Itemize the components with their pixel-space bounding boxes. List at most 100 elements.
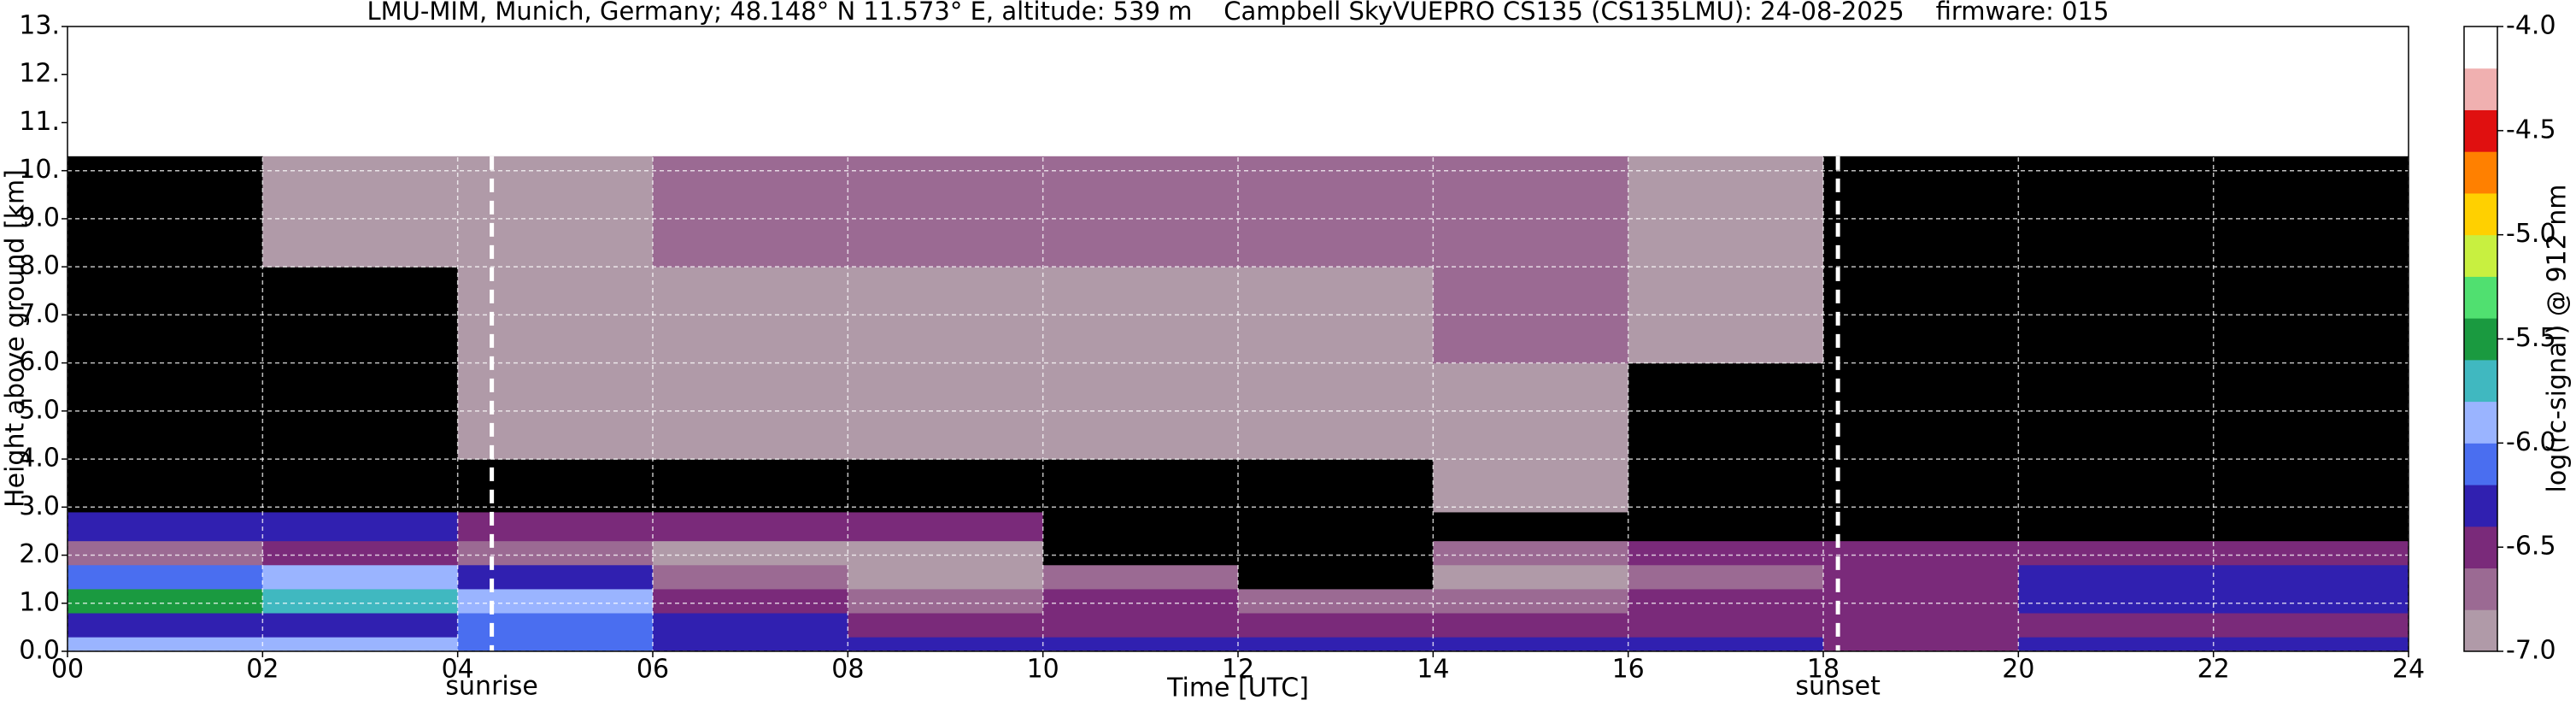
heatmap-cell [653, 459, 848, 513]
y-axis-label: Height above ground [km] [1, 169, 31, 508]
y-tick-label: 9.0 [19, 203, 60, 232]
heatmap-cell [1433, 588, 1629, 614]
colorbar-segment [2464, 526, 2497, 569]
colorbar-segment [2464, 359, 2497, 403]
heatmap-cell [262, 540, 459, 566]
colorbar-segment [2464, 151, 2497, 194]
y-tick-label: 0.0 [19, 636, 60, 666]
heatmap-cell [1238, 459, 1434, 513]
heatmap-cell [1628, 362, 1824, 460]
heatmap-cell [1628, 156, 1824, 268]
x-tick-label: 08 [831, 655, 864, 685]
heatmap-cell [653, 564, 848, 590]
heatmap-cell [2018, 511, 2215, 542]
colorbar-segment [2464, 109, 2497, 152]
colorbar-segment [2464, 234, 2497, 277]
heatmap-cell [653, 362, 848, 460]
heatmap-cell [1238, 156, 1434, 268]
heatmap-cell [1433, 564, 1629, 590]
colorbar-segment [2464, 318, 2497, 361]
annotation-label: sunset [1795, 672, 1881, 702]
heatmap-cell [2213, 613, 2409, 638]
heatmap-cell [1042, 588, 1239, 614]
colorbar-segment [2464, 485, 2497, 527]
heatmap-cell [2213, 588, 2409, 614]
heatmap-cell [67, 564, 263, 590]
colorbar-tick-label: -5.0 [2506, 219, 2556, 249]
x-tick-label: 10 [1027, 655, 1059, 685]
colorbar-tick-label: -7.0 [2506, 636, 2556, 666]
heatmap-cell [848, 540, 1044, 566]
heatmap-cell [67, 637, 263, 652]
heatmap-cell [1823, 613, 2019, 638]
y-tick-label: 3.0 [19, 491, 60, 521]
heatmap-cell [653, 267, 848, 364]
heatmap-cell [1238, 613, 1434, 638]
heatmap-cell [1042, 564, 1239, 590]
heatmap-cell [67, 267, 263, 364]
heatmap-cell [457, 588, 654, 614]
heatmap-cell [457, 511, 654, 542]
x-tick-label: 22 [2198, 655, 2230, 685]
heatmap-cell [1238, 511, 1434, 542]
x-tick-label: 00 [51, 655, 84, 685]
heatmap-cell [653, 588, 848, 614]
y-tick-label: 6.0 [19, 347, 60, 377]
heatmap-cell [2018, 588, 2215, 614]
heatmap-cell [2018, 613, 2215, 638]
colorbar-segment [2464, 192, 2497, 236]
heatmap-cell [1823, 511, 2019, 542]
x-tick-label: 14 [1417, 655, 1449, 685]
heatmap-cell [1823, 588, 2019, 614]
heatmap-cell [1823, 540, 2019, 566]
heatmap-cell [67, 156, 263, 268]
heatmap-cell [1042, 459, 1239, 513]
heatmap-cell [457, 564, 654, 590]
y-tick-label: 5.0 [19, 395, 60, 425]
heatmap-cell [262, 637, 459, 652]
y-tick-label: 1.0 [19, 587, 60, 617]
heatmap-cell [262, 459, 459, 513]
x-tick-label: 12 [1222, 655, 1254, 685]
heatmap-cell [2213, 267, 2409, 364]
heatmap-cell [1042, 637, 1239, 652]
heatmap-cell [262, 511, 459, 542]
heatmap-cell [1628, 564, 1824, 590]
heatmap-cell [457, 613, 654, 638]
heatmap-cell [1628, 540, 1824, 566]
heatmap-cell [848, 588, 1044, 614]
colorbar-segment [2464, 401, 2497, 444]
heatmap-cell [457, 459, 654, 513]
heatmap-cell [67, 613, 263, 638]
heatmap-cell [1042, 613, 1239, 638]
heatmap-cell [1823, 637, 2019, 652]
heatmap-cell [848, 637, 1044, 652]
y-tick-label: 10. [19, 155, 60, 185]
heatmap-cell [848, 511, 1044, 542]
y-tick-label: 8.0 [19, 251, 60, 281]
heatmap-cell [848, 156, 1044, 268]
y-tick-label: 7.0 [19, 299, 60, 329]
heatmap-cell [1042, 511, 1239, 542]
heatmap-cell [1433, 637, 1629, 652]
heatmap-cell [67, 588, 263, 614]
heatmap-cell [1433, 459, 1629, 513]
heatmap-cell [457, 540, 654, 566]
colorbar-segment [2464, 609, 2497, 652]
x-tick-label: 06 [637, 655, 669, 685]
colorbar-tick-label: -4.0 [2506, 11, 2556, 41]
heatmap-cell [2213, 637, 2409, 652]
heatmap-cell [2018, 637, 2215, 652]
heatmap-cell [2018, 564, 2215, 590]
heatmap-cell [2018, 459, 2215, 513]
x-axis-label: Time [UTC] [1166, 674, 1309, 703]
colorbar-tick-label: -5.5 [2506, 323, 2556, 353]
heatmap-cell [653, 613, 848, 638]
heatmap-cell [653, 540, 848, 566]
heatmap-cell [1823, 459, 2019, 513]
heatmap-cell [1628, 511, 1824, 542]
y-tick-label: 11. [19, 107, 60, 137]
x-tick-label: 24 [2392, 655, 2425, 685]
y-tick-label: 13. [19, 11, 60, 41]
